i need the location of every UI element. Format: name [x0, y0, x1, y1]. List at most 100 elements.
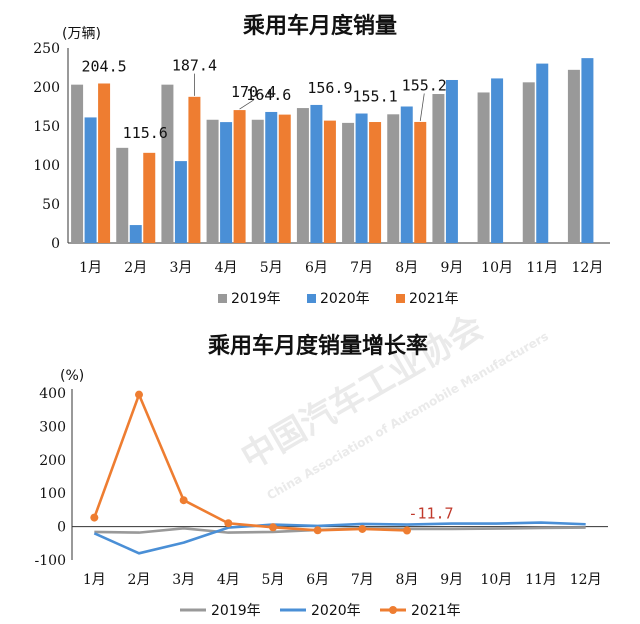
line-y-tick-label: 300	[39, 419, 66, 435]
line-y-tick-label: 200	[39, 453, 66, 469]
bar-2019年-1月	[71, 84, 84, 243]
line-series-2021年	[93, 393, 408, 532]
bar-2020年-5月	[265, 111, 278, 244]
bar-legend-label: 2019年	[231, 291, 281, 307]
bar-x-tick-label: 5月	[260, 260, 283, 276]
bar-2020年-4月	[220, 122, 233, 243]
bar-2020年-10月	[491, 78, 504, 243]
line-series-2020年	[93, 521, 586, 555]
bar-x-tick-label: 2月	[124, 260, 147, 276]
bar-2019年-12月	[567, 69, 580, 243]
line-x-tick-label: 9月	[440, 572, 463, 588]
line-point-2021年-6月	[313, 526, 322, 535]
bar-2020年-7月	[355, 113, 368, 244]
line-y-tick-label: 100	[39, 486, 66, 502]
bar-x-tick-label: 7月	[350, 260, 373, 276]
line-point-2021年-2月	[135, 390, 143, 399]
bar-2020年-1月	[84, 117, 97, 243]
bar-y-tick-label: 150	[33, 119, 60, 135]
line-x-tick-label: 1月	[83, 572, 106, 588]
bar-legend-label: 2021年	[409, 291, 459, 307]
bar-2019年-2月	[116, 147, 129, 243]
bar-2020年-6月	[310, 104, 323, 243]
bar-2021年-1月	[98, 83, 111, 244]
bar-2019年-6月	[296, 108, 309, 243]
line-x-tick-label: 3月	[172, 572, 195, 588]
bar-2020年-11月	[536, 63, 549, 243]
bar-2019年-8月	[387, 114, 400, 243]
bar-legend-label: 2020年	[320, 291, 370, 307]
bar-2019年-9月	[432, 94, 445, 244]
bar-2020年-2月	[129, 225, 142, 243]
bar-y-tick-label: 0	[51, 236, 60, 252]
bar-data-label: 115.6	[123, 124, 168, 142]
bar-data-label: 187.4	[172, 57, 217, 75]
bar-legend-swatch	[396, 294, 405, 303]
bar-y-tick-label: 100	[33, 158, 60, 174]
bar-2019年-3月	[161, 84, 174, 243]
bar-chart-title: 乘用车月度销量	[242, 13, 397, 39]
bar-2021年-3月	[188, 96, 201, 243]
bar-chart-unit: (万辆)	[62, 26, 101, 42]
bar-x-tick-label: 8月	[395, 260, 418, 276]
line-point-2021年-7月	[358, 524, 367, 533]
bar-2019年-11月	[522, 82, 535, 243]
bar-legend-swatch	[307, 294, 316, 303]
bar-legend: 2019年 2020年 2021年	[218, 291, 459, 307]
bar-y-tick-label: 50	[42, 197, 60, 213]
bar-data-label-leader	[419, 93, 425, 122]
line-x-tick-label: 7月	[351, 572, 374, 588]
bar-2020年-12月	[581, 58, 594, 243]
bar-2019年-4月	[206, 119, 219, 243]
line-x-tick-label: 11月	[525, 572, 557, 588]
bar-2019年-7月	[342, 122, 355, 243]
line-x-tick-label: 10月	[480, 572, 512, 588]
bar-y-tick-label: 250	[33, 41, 60, 57]
bar-x-tick-label: 1月	[79, 260, 102, 276]
line-point-2021年-8月	[403, 526, 411, 535]
bar-x-tick-label: 12月	[572, 260, 604, 276]
line-x-tick-label: 6月	[306, 572, 329, 588]
bar-2020年-3月	[174, 161, 187, 243]
bar-x-tick-label: 9月	[440, 260, 463, 276]
line-legend: 2019年 2020年 2021年	[180, 603, 461, 619]
line-legend-label: 2020年	[311, 603, 361, 619]
bar-data-label: 155.2	[402, 77, 447, 95]
bar-2021年-7月	[369, 122, 382, 243]
bar-2019年-5月	[251, 119, 264, 243]
bar-2020年-9月	[445, 79, 458, 243]
bar-2021年-4月	[233, 110, 246, 243]
bar-2019年-10月	[477, 92, 490, 244]
line-annotation-label: -11.7	[408, 505, 453, 523]
line-legend-marker	[389, 606, 397, 614]
bar-2020年-8月	[400, 106, 413, 243]
bar-data-label: 156.9	[307, 79, 352, 97]
bar-2021年-8月	[414, 121, 427, 243]
line-y-tick-label: -100	[35, 553, 66, 569]
bar-x-tick-label: 6月	[305, 260, 328, 276]
line-legend-label: 2019年	[211, 603, 261, 619]
bar-data-label: 170.4	[231, 83, 276, 101]
line-x-tick-label: 4月	[217, 572, 240, 588]
line-x-tick-label: 2月	[128, 572, 151, 588]
line-point-2021年-5月	[269, 523, 277, 532]
bar-x-tick-label: 10月	[481, 260, 513, 276]
bar-x-tick-label: 3月	[169, 260, 192, 276]
line-y-tick-label: 0	[57, 520, 66, 536]
bar-chart: 0 50 100 150 200 250 1月 2月 3月 4月 5月 6月 7月 8月 9月 10月 11月 1…	[33, 41, 610, 307]
bar-legend-swatch	[218, 294, 227, 303]
bar-x-tick-label: 4月	[215, 260, 238, 276]
line-chart-unit: (%)	[60, 368, 84, 384]
line-x-tick-label: 12月	[570, 572, 602, 588]
bar-data-label: 164.6	[246, 86, 291, 104]
line-chart: -100 0 100 200 300 400 1月 2月 3月 4月 5月 6月 7月 8月 9月 10月 11…	[35, 386, 608, 619]
line-chart-title: 乘用车月度销量增长率	[207, 333, 428, 359]
line-point-2021年-1月	[90, 513, 99, 522]
bar-data-label: 204.5	[82, 57, 127, 75]
line-point-2021年-4月	[224, 519, 233, 528]
line-point-2021年-3月	[179, 496, 188, 505]
bar-2021年-6月	[323, 120, 336, 243]
bar-data-label-leader	[239, 99, 254, 110]
bar-x-tick-label: 11月	[526, 260, 558, 276]
